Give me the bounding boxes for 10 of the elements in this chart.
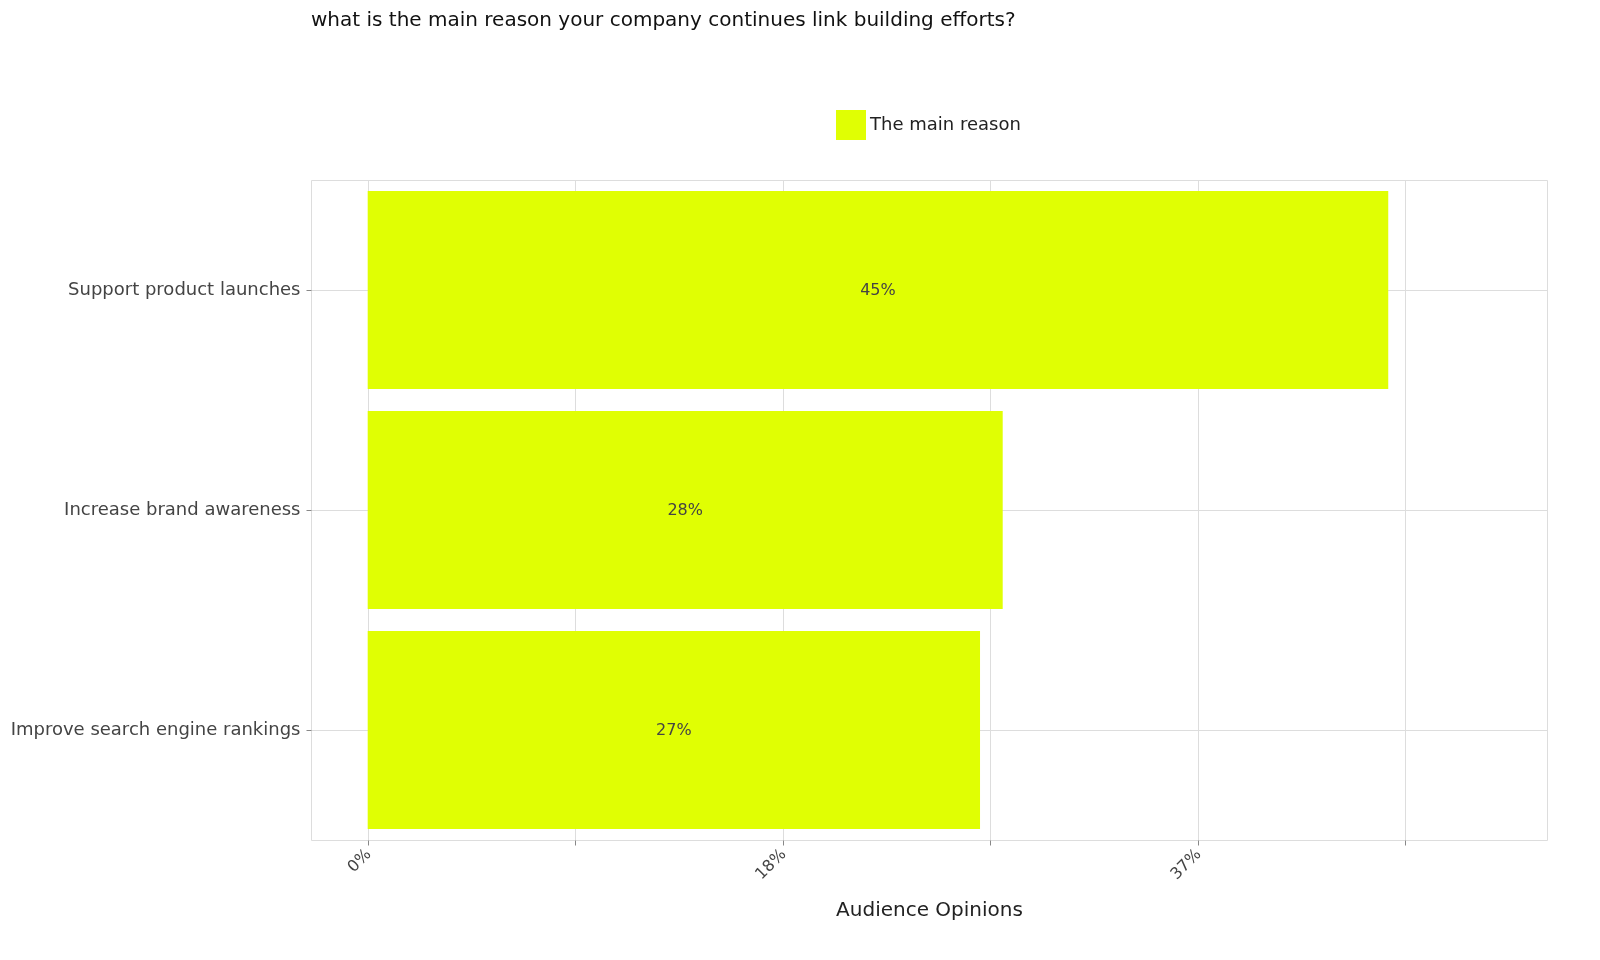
chart-title: what is the main reason your company continues link building efforts? xyxy=(311,7,1016,31)
y-tick-label: Support product launches xyxy=(68,278,301,299)
text: 27% xyxy=(656,720,692,739)
text: 45% xyxy=(860,280,896,299)
legend-label: The main reason xyxy=(869,113,1021,134)
x-tick-label: 0% xyxy=(343,844,375,876)
y-tick-label: Improve search engine rankings xyxy=(10,718,301,739)
text: 28% xyxy=(667,500,703,519)
x-axis-title: Audience Opinions xyxy=(836,897,1023,922)
y-tick-label: Increase brand awareness xyxy=(64,498,301,519)
